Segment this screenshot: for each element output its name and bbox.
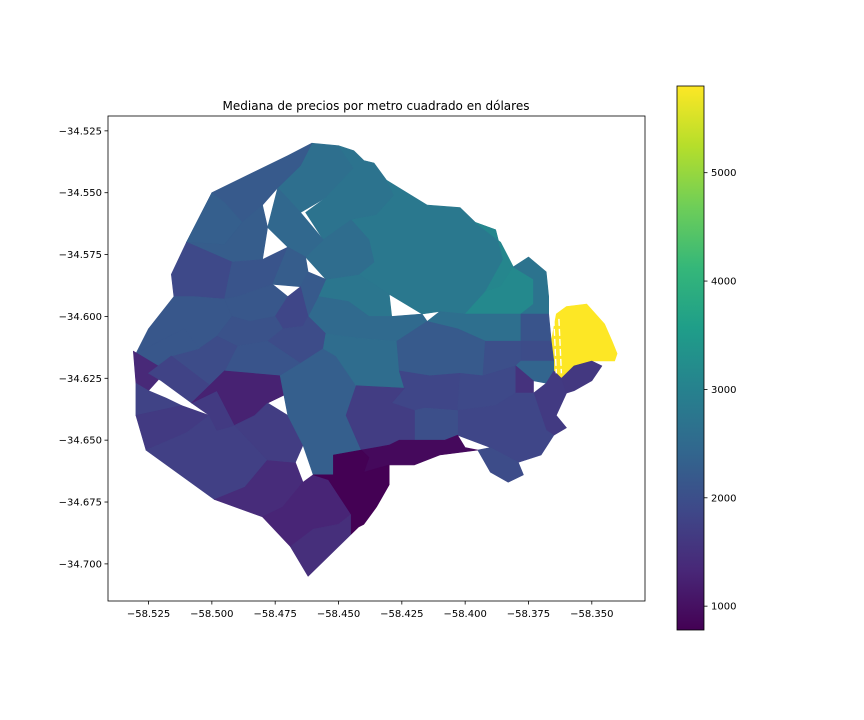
colorbar: 1000 2000 3000 4000 5000: [676, 85, 736, 631]
x-tick-label: −58.500: [190, 609, 233, 620]
colorbar-bar: [677, 86, 704, 630]
x-tick-label: −58.475: [253, 609, 296, 620]
colorbar-tick-label: 4000: [711, 277, 736, 288]
colorbar-ticks: 1000 2000 3000 4000 5000: [704, 168, 736, 613]
x-tick-label: −58.400: [443, 609, 486, 620]
dock-channel: [558, 318, 563, 374]
y-tick-label: −34.600: [59, 312, 102, 323]
map-region: [350, 180, 504, 315]
colorbar-tick-label: 5000: [711, 168, 736, 179]
map-region: [305, 219, 375, 280]
x-tick-label: −58.425: [380, 609, 423, 620]
map-region: [312, 449, 390, 535]
map-region: [477, 447, 524, 483]
y-tick-label: −34.575: [59, 250, 102, 261]
x-tick-label: −58.525: [127, 609, 170, 620]
map-region: [520, 340, 555, 362]
x-axis: −58.525 −58.500 −58.475 −58.450 −58.425 −58.4…: [127, 601, 613, 620]
map-regions: [133, 142, 618, 577]
x-tick-label: −58.350: [570, 609, 613, 620]
y-tick-label: −34.525: [59, 126, 102, 137]
colorbar-tick-label: 1000: [711, 602, 736, 613]
y-tick-label: −34.700: [59, 559, 102, 570]
colorbar-tick-label: 2000: [711, 493, 736, 504]
dock-channel: [553, 318, 557, 374]
map-region: [457, 392, 555, 463]
x-tick-label: −58.450: [317, 609, 360, 620]
colorbar-tick-label: 3000: [711, 385, 736, 396]
y-tick-label: −34.650: [59, 436, 102, 447]
map-region: [561, 360, 603, 394]
x-tick-label: −58.375: [507, 609, 550, 620]
map-region: [148, 355, 218, 404]
y-tick-label: −34.550: [59, 188, 102, 199]
axes-frame: [107, 115, 646, 602]
map-region: [520, 313, 552, 342]
map-region: [414, 407, 458, 441]
colorbar-frame: [676, 85, 705, 631]
chart-title: Mediana de precios por metro cuadrado en…: [223, 99, 530, 113]
y-tick-label: −34.625: [59, 374, 102, 385]
y-axis: −34.525 −34.550 −34.575 −34.600 −34.625 −34.6…: [59, 126, 108, 570]
y-tick-label: −34.675: [59, 498, 102, 509]
